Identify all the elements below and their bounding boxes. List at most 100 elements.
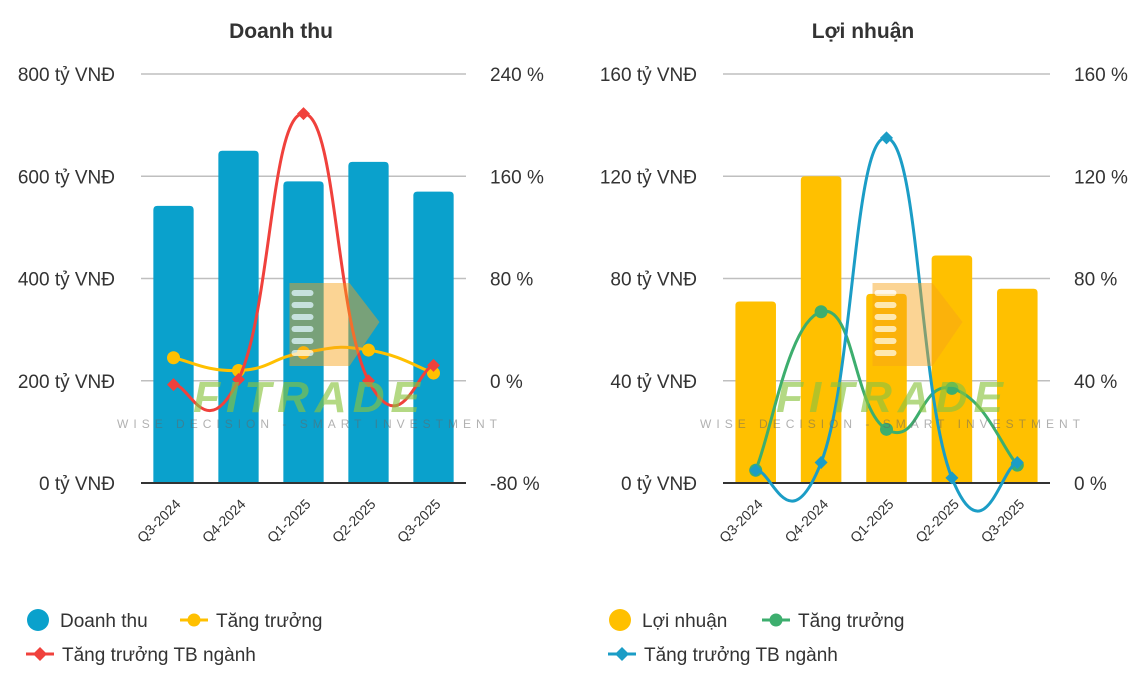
bar-doanh-thu-1: [218, 150, 259, 483]
legend-label: Tăng trưởng TB ngành: [62, 645, 256, 666]
line-point-circle: [167, 351, 180, 365]
line-tăng-trưởng: [754, 309, 1019, 471]
y-axis-tick-label: 0 tỷ VNĐ: [39, 474, 115, 495]
y-axis-tick-label: 40 tỷ VNĐ: [610, 372, 697, 393]
bar-doanh-thu-0: [153, 205, 194, 483]
watermark-stripe: [874, 302, 897, 308]
line-point-diamond: [880, 131, 893, 145]
line-point-diamond: [297, 107, 310, 121]
legend-swatch-marker: [187, 613, 201, 627]
x-axis-category-label: Q3-2025: [394, 496, 444, 546]
y2-axis-tick-label: 120 %: [1074, 167, 1128, 188]
legend-item-tăng-trưởng-tb-ngành[interactable]: Tăng trưởng TB ngành: [26, 645, 256, 666]
line-point-circle: [362, 343, 375, 357]
legend-item-doanh-thu[interactable]: Doanh thu: [27, 609, 148, 632]
line-point-circle: [945, 381, 959, 395]
legend-label: Lợi nhuận: [642, 611, 727, 632]
y-axis-tick-label: 120 tỷ VNĐ: [600, 167, 697, 188]
bar-doanh-thu-3: [348, 161, 389, 483]
y-axis-tick-label: 400 tỷ VNĐ: [18, 270, 115, 291]
line-point-circle: [880, 422, 893, 436]
legend-label: Tăng trưởng: [216, 611, 323, 632]
y2-axis-tick-label: 80 %: [490, 270, 533, 291]
legend-swatch-circle: [609, 609, 631, 631]
line-point-diamond: [1010, 456, 1024, 470]
legend: Lợi nhuận Tăng trưởng Tăng trưởng TB ngành: [608, 609, 905, 666]
legend-item-tăng-trưởng[interactable]: Tăng trưởng: [180, 611, 323, 632]
watermark-stripe: [874, 314, 897, 320]
line-point-circle: [427, 366, 440, 380]
legend-item-tăng-trưởng[interactable]: Tăng trưởng: [762, 611, 905, 632]
chart-panel-profit: Lợi nhuận 0 tỷ VNĐ 0 % 40 tỷ VNĐ 40 % 80 tỷ V…: [600, 20, 1128, 666]
x-axis-category-label: Q2-2025: [329, 496, 379, 546]
legend-swatch-marker: [615, 647, 629, 661]
legend-label: Tăng trưởng: [798, 611, 905, 632]
y2-axis-tick-label: -80 %: [490, 474, 540, 495]
legend-label: Doanh thu: [60, 611, 148, 632]
watermark-stripe: [874, 338, 897, 344]
watermark-stripe: [291, 290, 314, 296]
line-point-diamond: [945, 471, 959, 485]
watermark-stripe: [291, 302, 314, 308]
legend-swatch-circle: [27, 609, 49, 631]
y2-axis-tick-label: 0 %: [1074, 474, 1107, 495]
x-axis-category-label: Q2-2025: [912, 496, 962, 546]
chart-panel-revenue: Doanh thu 0 tỷ VNĐ -80 % 200 tỷ VNĐ 0 % 400 t…: [18, 20, 544, 666]
legend-swatch-marker: [33, 647, 47, 661]
y-axis-tick-label: 160 tỷ VNĐ: [600, 65, 697, 86]
line-point-diamond: [167, 378, 180, 392]
bar-lợi-nhuận-1: [800, 176, 842, 483]
bar-lợi-nhuận-4: [997, 288, 1038, 483]
bar-doanh-thu-2: [283, 181, 324, 484]
y2-axis-tick-label: 80 %: [1074, 270, 1117, 291]
watermark-stripe: [291, 350, 314, 356]
watermark-tagline: WISE DECISION - SMART INVESTMENT: [117, 417, 502, 431]
chart-title: Doanh thu: [229, 20, 333, 43]
legend-item-lợi-nhuận[interactable]: Lợi nhuận: [609, 609, 727, 632]
line-point-circle: [814, 305, 828, 319]
y2-axis-tick-label: 40 %: [1074, 372, 1117, 393]
chart-title: Lợi nhuận: [812, 20, 914, 43]
line-point-diamond: [814, 456, 828, 470]
line-point-diamond: [232, 372, 245, 386]
watermark-brand-text: FITRADE: [193, 373, 426, 422]
bar-lợi-nhuận-3: [931, 255, 973, 483]
y2-axis-tick-label: 240 %: [490, 65, 544, 86]
watermark-stripe: [874, 326, 897, 332]
legend-swatch-marker: [769, 613, 783, 627]
bar-lợi-nhuận-0: [735, 301, 776, 483]
x-axis-category-label: Q3-2024: [716, 496, 766, 546]
y-axis-tick-label: 600 tỷ VNĐ: [18, 167, 115, 188]
x-axis-category-label: Q1-2025: [264, 496, 314, 546]
x-axis-category-label: Q3-2024: [134, 496, 184, 546]
y-axis-tick-label: 0 tỷ VNĐ: [621, 474, 697, 495]
legend-label: Tăng trưởng TB ngành: [644, 645, 838, 666]
x-axis-category-label: Q4-2024: [781, 496, 831, 546]
y-axis-tick-label: 200 tỷ VNĐ: [18, 372, 115, 393]
y2-axis-tick-label: 0 %: [490, 372, 523, 393]
bar-doanh-thu-4: [413, 191, 454, 483]
x-axis-category-label: Q1-2025: [847, 496, 897, 546]
y-axis-tick-label: 80 tỷ VNĐ: [610, 270, 697, 291]
watermark-stripe: [291, 338, 314, 344]
line-point-diamond: [362, 374, 375, 388]
x-axis-category-label: Q3-2025: [978, 496, 1028, 546]
y2-axis-tick-label: 160 %: [1074, 65, 1128, 86]
line-point-diamond: [427, 358, 440, 372]
x-axis-category-label: Q4-2024: [199, 496, 249, 546]
watermark-stripe: [874, 290, 897, 296]
watermark-brand-text: FITRADE: [776, 373, 1009, 422]
y-axis-tick-label: 800 tỷ VNĐ: [18, 65, 115, 86]
legend: Doanh thu Tăng trưởng Tăng trưởng TB ngành: [26, 609, 323, 666]
y2-axis-tick-label: 160 %: [490, 167, 544, 188]
watermark-stripe: [291, 314, 314, 320]
line-point-diamond: [749, 463, 763, 477]
watermark-tagline: WISE DECISION - SMART INVESTMENT: [700, 417, 1085, 431]
legend-item-tăng-trưởng-tb-ngành[interactable]: Tăng trưởng TB ngành: [608, 645, 838, 666]
watermark-stripe: [874, 350, 897, 356]
watermark-stripe: [291, 326, 314, 332]
